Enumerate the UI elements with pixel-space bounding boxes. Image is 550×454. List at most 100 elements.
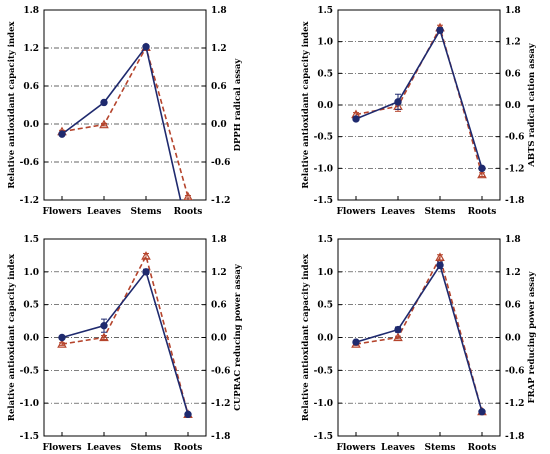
y-tick-label: -1.5 [20, 432, 39, 442]
y2-tick-label: 0.0 [211, 120, 227, 130]
series-2-point [99, 119, 109, 129]
y2-axis-label: ABTS radical cation assay [527, 42, 537, 167]
y-tick-label: -1.0 [314, 399, 333, 409]
y-tick-label: 0.0 [23, 120, 39, 130]
y-tick-label: 0.5 [23, 301, 39, 311]
series-1-point [352, 115, 360, 123]
x-tick-label: Flowers [336, 207, 375, 217]
series-1-point [394, 98, 402, 106]
y2-tick-label: -0.6 [211, 158, 230, 168]
y2-tick-label: -1.8 [505, 432, 524, 442]
series-1-point [58, 130, 66, 138]
series-2-line [355, 25, 483, 175]
y-tick-label: 1.0 [317, 268, 333, 278]
y-axis-label: Relative antioxidant capacity index [301, 253, 311, 421]
y2-tick-label: -1.2 [211, 399, 230, 409]
series-1-line [355, 28, 483, 169]
series-1-point [478, 164, 486, 173]
y-axis-label: Relative antioxidant capacity index [7, 20, 17, 188]
y2-tick-label: 0.6 [211, 301, 227, 311]
series-1-point [478, 408, 486, 416]
series-group [351, 252, 487, 416]
y-tick-label: -1.5 [314, 196, 333, 206]
series-1-point [142, 43, 150, 51]
x-tick-label: Flowers [336, 443, 375, 453]
x-tick-label: Stems [131, 207, 162, 217]
chart-panel-3: -1.5 -1.0 -0.5 0.0 0.5 1.0 1.5 -1.8 -1.2 -0.6 0.0 0… [7, 235, 243, 453]
y-tick-label: 1.0 [317, 38, 333, 48]
x-tick-label: Roots [468, 443, 497, 453]
x-tick-label: Roots [174, 207, 203, 217]
series-1-point [185, 230, 191, 236]
series-1-point [394, 325, 402, 334]
x-tick-label: Roots [468, 207, 497, 217]
y-tick-label: -1.2 [20, 196, 39, 206]
series-1-point [142, 268, 150, 276]
y-tick-label: 1.5 [317, 6, 333, 16]
y-tick-label: -1.5 [314, 432, 333, 442]
y2-tick-label: -1.8 [505, 196, 524, 206]
series-2-line [355, 255, 483, 412]
x-tick-label: Flowers [42, 207, 81, 217]
series-1-point [184, 410, 192, 419]
x-tick-label: Leaves [381, 207, 415, 217]
series-2-line [61, 45, 189, 198]
plot-frame [337, 238, 501, 437]
y2-tick-label: -0.6 [505, 133, 524, 143]
y2-tick-label: 0.6 [211, 82, 227, 92]
y2-tick-label: 0.6 [505, 301, 521, 311]
y2-tick-label: -1.2 [505, 164, 524, 174]
y-tick-label: -0.5 [314, 133, 333, 143]
chart-panel-4: -1.5 -1.0 -0.5 0.0 0.5 1.0 1.5 -1.8 -1.2 -0.6 0.0 0… [301, 235, 537, 453]
chart-panel-1: -1.2 -0.6 0.0 0.6 1.2 1.8 -1.2 -0.6 0.0 0.6 1.2 1.8… [7, 6, 243, 236]
y-tick-label: 1.5 [317, 235, 333, 245]
y2-tick-label: 1.8 [505, 6, 521, 16]
y-tick-label: 0.0 [317, 334, 333, 344]
series-2-point [183, 191, 193, 200]
x-tick-label: Leaves [87, 443, 121, 453]
series-2-point [393, 332, 403, 342]
y2-tick-label: 1.2 [505, 268, 521, 278]
y-tick-label: -0.5 [20, 366, 39, 376]
y2-axis-label: DPPH radical assay [233, 58, 243, 152]
y2-tick-label: 1.8 [211, 235, 227, 245]
y2-tick-label: 0.0 [505, 334, 521, 344]
y2-tick-label: -1.8 [211, 432, 230, 442]
plot-frame [43, 238, 207, 437]
y-tick-label: -1.0 [314, 164, 333, 174]
x-tick-label: Leaves [87, 207, 121, 217]
y2-tick-label: -1.2 [505, 399, 524, 409]
y-tick-label: 0.6 [23, 82, 39, 92]
series-1-line [355, 263, 483, 412]
x-tick-label: Roots [174, 443, 203, 453]
series-1-line [61, 270, 189, 415]
series-1-point [100, 321, 108, 330]
x-tick-label: Stems [425, 207, 456, 217]
y-tick-label: -0.6 [20, 158, 39, 168]
y-tick-label: -1.0 [20, 399, 39, 409]
y-tick-label: 0.5 [317, 301, 333, 311]
series-2-point [435, 252, 445, 261]
y2-tick-label: 0.0 [211, 334, 227, 344]
y-tick-label: 1.0 [23, 268, 39, 278]
x-tick-label: Stems [131, 443, 162, 453]
series-2-line [61, 253, 189, 415]
series-group [57, 251, 193, 419]
series-1-point [100, 98, 108, 107]
y-tick-label: 0.0 [317, 101, 333, 111]
series-2-point [477, 169, 487, 179]
y2-tick-label: 1.8 [211, 6, 227, 16]
series-1-point [58, 333, 66, 342]
y2-axis-label: CUPRAC reducing power assay [233, 263, 243, 411]
y2-tick-label: -0.6 [211, 366, 230, 376]
y-tick-label: 0.5 [317, 69, 333, 79]
y-tick-label: 1.5 [23, 235, 39, 245]
series-2-point [99, 332, 109, 342]
series-group [57, 42, 193, 236]
plot-frame [337, 9, 501, 201]
series-2-point [57, 339, 67, 348]
y2-tick-label: -0.6 [505, 366, 524, 376]
y-axis-label: Relative antioxidant capacity index [301, 20, 311, 188]
y2-tick-label: 1.2 [211, 268, 227, 278]
